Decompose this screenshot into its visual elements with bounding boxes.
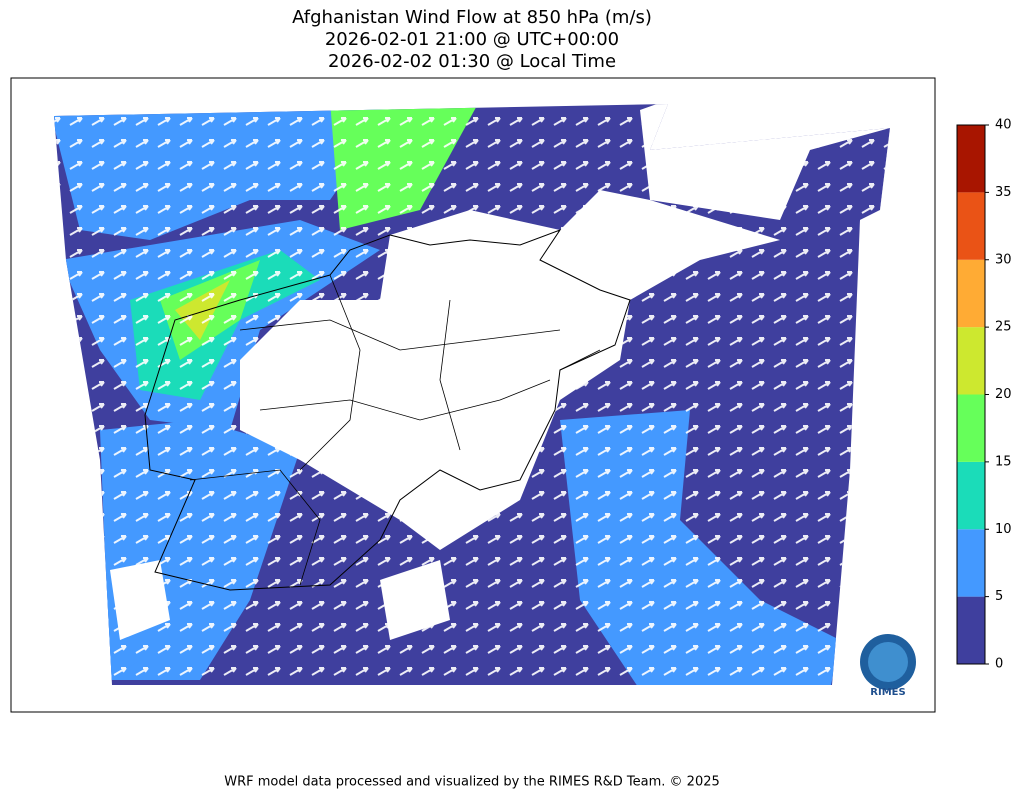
colorbar-tick-label: 35: [995, 185, 1012, 200]
title-line: 2026-02-01 21:00 @ UTC+00:00: [325, 29, 619, 50]
logo: RIMES: [860, 634, 916, 698]
title-line: Afghanistan Wind Flow at 850 hPa (m/s): [292, 7, 652, 28]
colorbar-level: [957, 461, 985, 530]
colorbar-tick-label: 15: [995, 454, 1012, 469]
colorbar-level: [957, 192, 985, 260]
logo-text: RIMES: [870, 687, 905, 698]
colorbar-tick-label: 25: [995, 320, 1012, 335]
colorbar-level: [957, 327, 985, 395]
province-borders: [189, 274, 601, 586]
colorbar-tick-label: 0: [995, 657, 1003, 672]
colorbar-tick-label: 5: [995, 589, 1003, 604]
title-line: 2026-02-02 01:30 @ Local Time: [328, 51, 616, 72]
colorbar-level: [957, 529, 985, 597]
colorbar-tick-label: 20: [995, 387, 1012, 402]
colorbar-level: [957, 596, 985, 664]
country-border: [144, 228, 631, 591]
colorbar-tick-label: 40: [995, 118, 1012, 133]
wind-field: [54, 104, 890, 685]
colorbar-level: [957, 394, 985, 462]
colorbar-level: [957, 125, 985, 193]
colorbar-tick-label: 10: [995, 522, 1012, 537]
map-frame: [10, 77, 936, 713]
footer: WRF model data processed and visualized …: [224, 775, 720, 790]
colorbar-tick-label: 30: [995, 252, 1012, 267]
colorbar-level: [957, 259, 985, 328]
